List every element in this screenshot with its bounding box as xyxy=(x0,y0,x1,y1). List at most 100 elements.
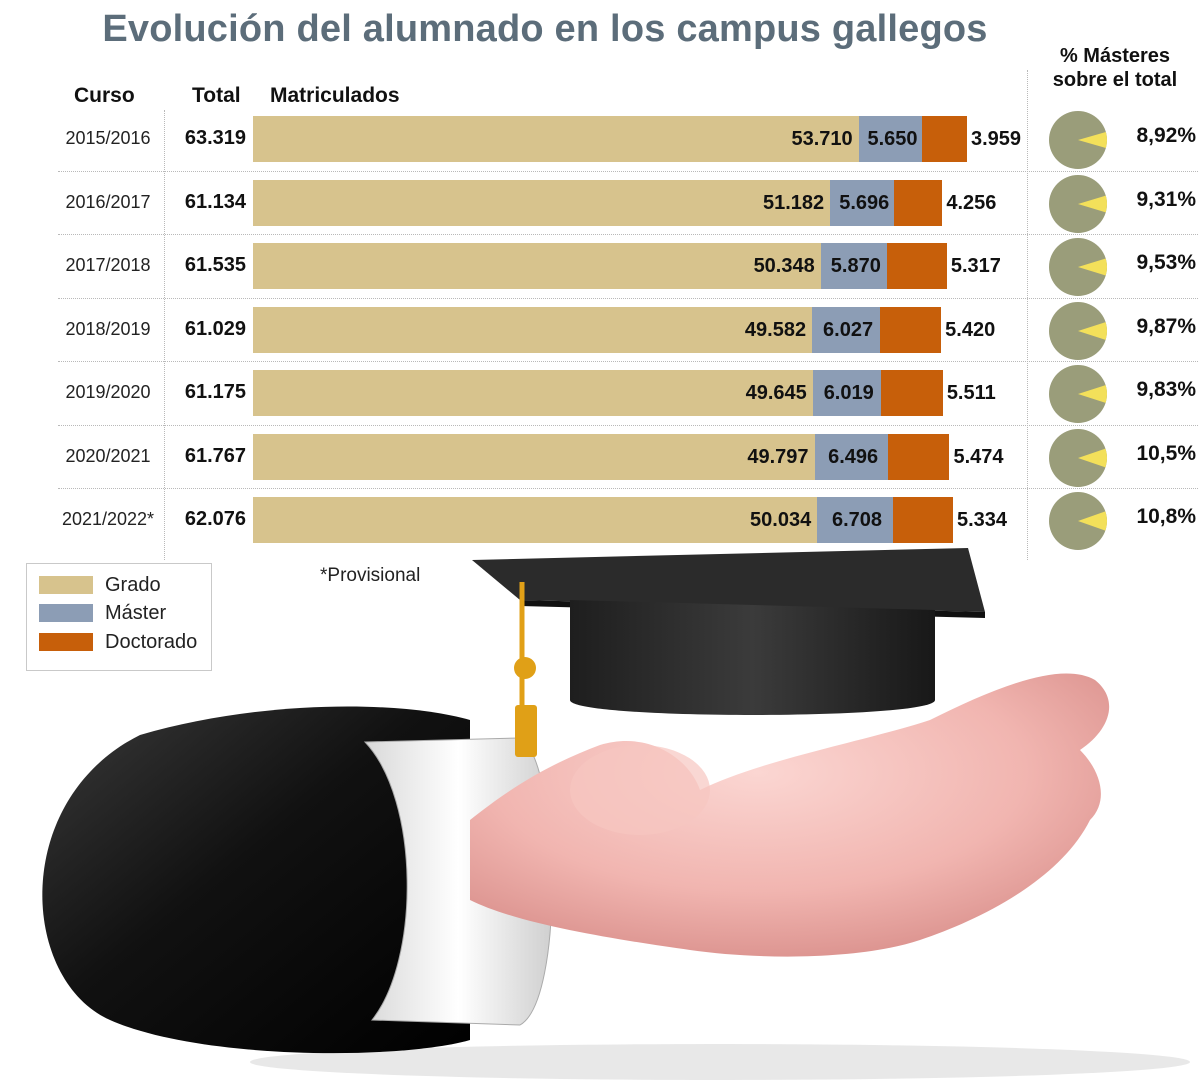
header-curso: Curso xyxy=(74,84,135,107)
label-doctorado: 5.474 xyxy=(953,445,1004,468)
bar-doctorado xyxy=(922,116,967,162)
bar-grado xyxy=(253,370,813,416)
tassel-end xyxy=(515,705,537,757)
pie-slice-masters xyxy=(1078,195,1107,212)
bar-master xyxy=(830,179,895,226)
row-divider xyxy=(58,170,1198,172)
chart-title: Evolución del alumnado en los campus gal… xyxy=(102,8,988,50)
bar-master xyxy=(812,370,881,416)
label-doctorado: 5.420 xyxy=(945,318,996,341)
masters-pie xyxy=(1049,174,1107,233)
bar-grado xyxy=(253,306,813,353)
label-doctorado: 5.511 xyxy=(946,382,996,404)
cap-body xyxy=(570,600,935,715)
bar-grado xyxy=(253,243,821,289)
row-divider xyxy=(58,361,1198,362)
row-total: 61.029 xyxy=(184,317,246,340)
label-grado: 49.582 xyxy=(744,318,807,341)
header-matriculados: Matriculados xyxy=(270,84,400,107)
label-doctorado: 3.959 xyxy=(971,128,1022,150)
pie-slice-masters xyxy=(1078,131,1107,149)
pie-slice-masters xyxy=(1078,385,1107,403)
row-curso: 2015/2016 xyxy=(65,128,151,148)
pie-slice-masters xyxy=(1078,511,1107,531)
label-grado: 50.034 xyxy=(750,509,812,531)
row-total: 61.535 xyxy=(184,254,246,276)
row-total: 61.134 xyxy=(184,190,246,213)
bar-master xyxy=(817,497,893,543)
bar-grado xyxy=(253,497,818,543)
legend-label-grado: Grado xyxy=(105,574,161,596)
row-curso: 2017/2018 xyxy=(65,255,151,275)
masters-pie xyxy=(1049,428,1107,487)
pct-label: 9,31% xyxy=(1136,187,1196,211)
label-master: 5.650 xyxy=(867,128,918,150)
pie-slice-masters xyxy=(1078,258,1107,276)
pct-label: 9,87% xyxy=(1136,314,1196,338)
label-grado: 49.797 xyxy=(747,445,809,468)
label-grado: 51.182 xyxy=(762,191,825,214)
row-curso: 2020/2021 xyxy=(65,445,151,466)
row-curso: 2018/2019 xyxy=(65,318,151,339)
legend-swatch-doctorado xyxy=(39,633,93,651)
hand xyxy=(470,673,1110,957)
label-master: 6.027 xyxy=(823,318,874,341)
bar-grado xyxy=(253,179,831,226)
bar-doctorado xyxy=(887,433,950,480)
pct-label: 8,92% xyxy=(1136,124,1196,147)
row-divider xyxy=(58,234,1198,235)
row-total: 63.319 xyxy=(184,127,246,149)
label-master: 5.696 xyxy=(839,191,890,214)
bar-grado xyxy=(253,116,859,162)
row-total: 61.175 xyxy=(184,381,246,403)
divider-bars-pct xyxy=(1027,70,1028,560)
masters-pie xyxy=(1049,492,1107,550)
pct-label: 10,8% xyxy=(1136,505,1196,528)
label-doctorado: 4.256 xyxy=(946,191,997,214)
graduation-hand-illustration xyxy=(42,548,1190,1080)
label-grado: 49.645 xyxy=(745,382,807,404)
header-pct-line2: sobre el total xyxy=(1052,69,1178,91)
pie-slice-masters xyxy=(1078,448,1107,467)
label-grado: 53.710 xyxy=(791,128,853,150)
floor-shadow xyxy=(250,1044,1190,1080)
label-master: 5.870 xyxy=(830,255,881,277)
legend-swatch-master xyxy=(39,604,93,622)
row-curso: 2019/2020 xyxy=(65,382,151,402)
bar-doctorado xyxy=(894,179,943,226)
pct-label: 10,5% xyxy=(1136,441,1196,465)
bar-master xyxy=(820,243,887,289)
bar-master xyxy=(814,433,888,480)
divider-curso-total xyxy=(164,110,165,560)
legend-label-doctorado: Doctorado xyxy=(105,631,198,653)
row-divider xyxy=(58,424,1198,426)
pct-label: 9,53% xyxy=(1136,251,1196,274)
label-master: 6.708 xyxy=(831,509,883,531)
footnote: *Provisional xyxy=(320,565,421,586)
masters-pie xyxy=(1049,111,1107,169)
header-pct-masters: % Másteres sobre el total xyxy=(1030,44,1200,92)
legend-label-master: Máster xyxy=(105,602,167,624)
bar-doctorado xyxy=(880,306,942,353)
header-total: Total xyxy=(192,84,241,107)
masters-pie xyxy=(1049,238,1107,296)
masters-pie xyxy=(1049,301,1107,360)
bar-doctorado xyxy=(892,497,953,543)
row-total: 61.767 xyxy=(184,444,246,467)
header-pct-line1: % Másteres xyxy=(1059,45,1171,67)
bar-grado xyxy=(253,433,815,480)
cap-board xyxy=(472,548,985,612)
bar-master xyxy=(812,306,881,353)
tassel-knot xyxy=(514,657,536,679)
masters-pie xyxy=(1049,365,1107,423)
legend: Grado Máster Doctorado xyxy=(26,563,212,671)
row-divider xyxy=(58,488,1198,489)
thumb xyxy=(570,745,710,835)
row-curso: 2016/2017 xyxy=(65,191,151,212)
row-curso: 2021/2022* xyxy=(61,509,155,529)
bar-doctorado xyxy=(880,370,943,416)
pct-label: 9,83% xyxy=(1136,378,1196,401)
row-divider xyxy=(58,297,1198,299)
label-grado: 50.348 xyxy=(753,255,815,277)
pie-slice-masters xyxy=(1078,321,1107,340)
